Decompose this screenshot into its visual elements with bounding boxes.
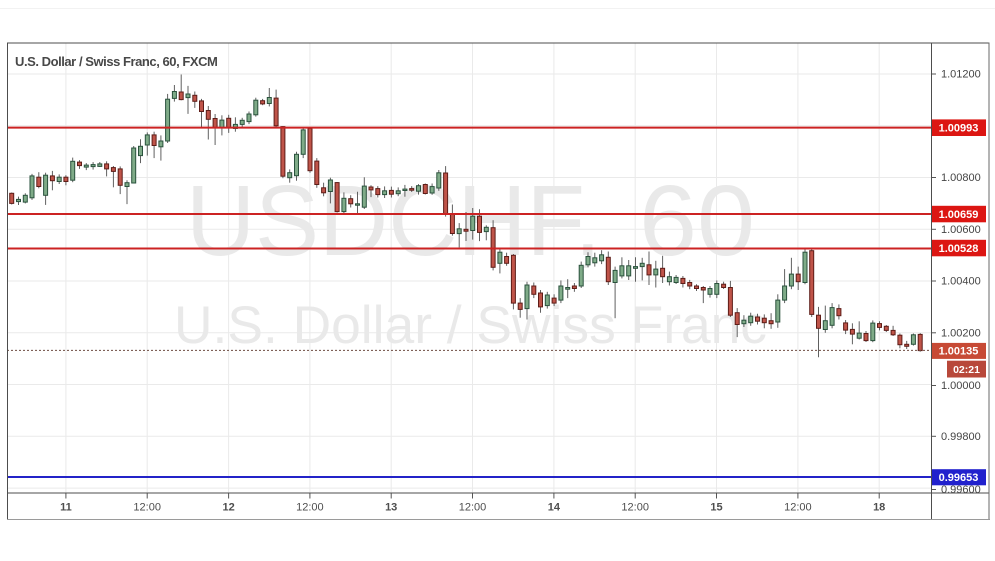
svg-text:1.00600: 1.00600 — [941, 224, 981, 236]
svg-text:13: 13 — [385, 502, 397, 514]
svg-text:1.01200: 1.01200 — [941, 69, 981, 81]
svg-text:15: 15 — [710, 502, 722, 514]
svg-text:0.99800: 0.99800 — [941, 431, 981, 443]
svg-text:1.00528: 1.00528 — [939, 243, 979, 255]
svg-text:USDCHF,: USDCHF, — [186, 165, 601, 277]
svg-text:U.S. Dollar / Swiss Franc: U.S. Dollar / Swiss Franc — [174, 296, 767, 355]
svg-text:12:00: 12:00 — [621, 502, 649, 514]
svg-text:12:00: 12:00 — [133, 502, 161, 514]
svg-text:1.00659: 1.00659 — [939, 209, 979, 221]
svg-text:02:21: 02:21 — [953, 364, 980, 376]
svg-text:12:00: 12:00 — [459, 502, 487, 514]
svg-text:18: 18 — [873, 502, 885, 514]
svg-text:14: 14 — [548, 502, 561, 514]
svg-text:1.00993: 1.00993 — [939, 123, 979, 135]
svg-text:11: 11 — [60, 502, 72, 514]
svg-text:0.99653: 0.99653 — [939, 472, 979, 484]
svg-text:12: 12 — [222, 502, 234, 514]
svg-text:12:00: 12:00 — [784, 502, 812, 514]
svg-text:12:00: 12:00 — [296, 502, 324, 514]
svg-text:U.S. Dollar / Swiss Franc, 60,: U.S. Dollar / Swiss Franc, 60, FXCM — [15, 54, 217, 69]
svg-text:1.00800: 1.00800 — [941, 172, 981, 184]
svg-text:1.00135: 1.00135 — [939, 346, 979, 358]
svg-text:1.00200: 1.00200 — [941, 328, 981, 340]
svg-text:1.00400: 1.00400 — [941, 276, 981, 288]
svg-text:1.00000: 1.00000 — [941, 380, 981, 392]
svg-text:60: 60 — [639, 165, 755, 277]
